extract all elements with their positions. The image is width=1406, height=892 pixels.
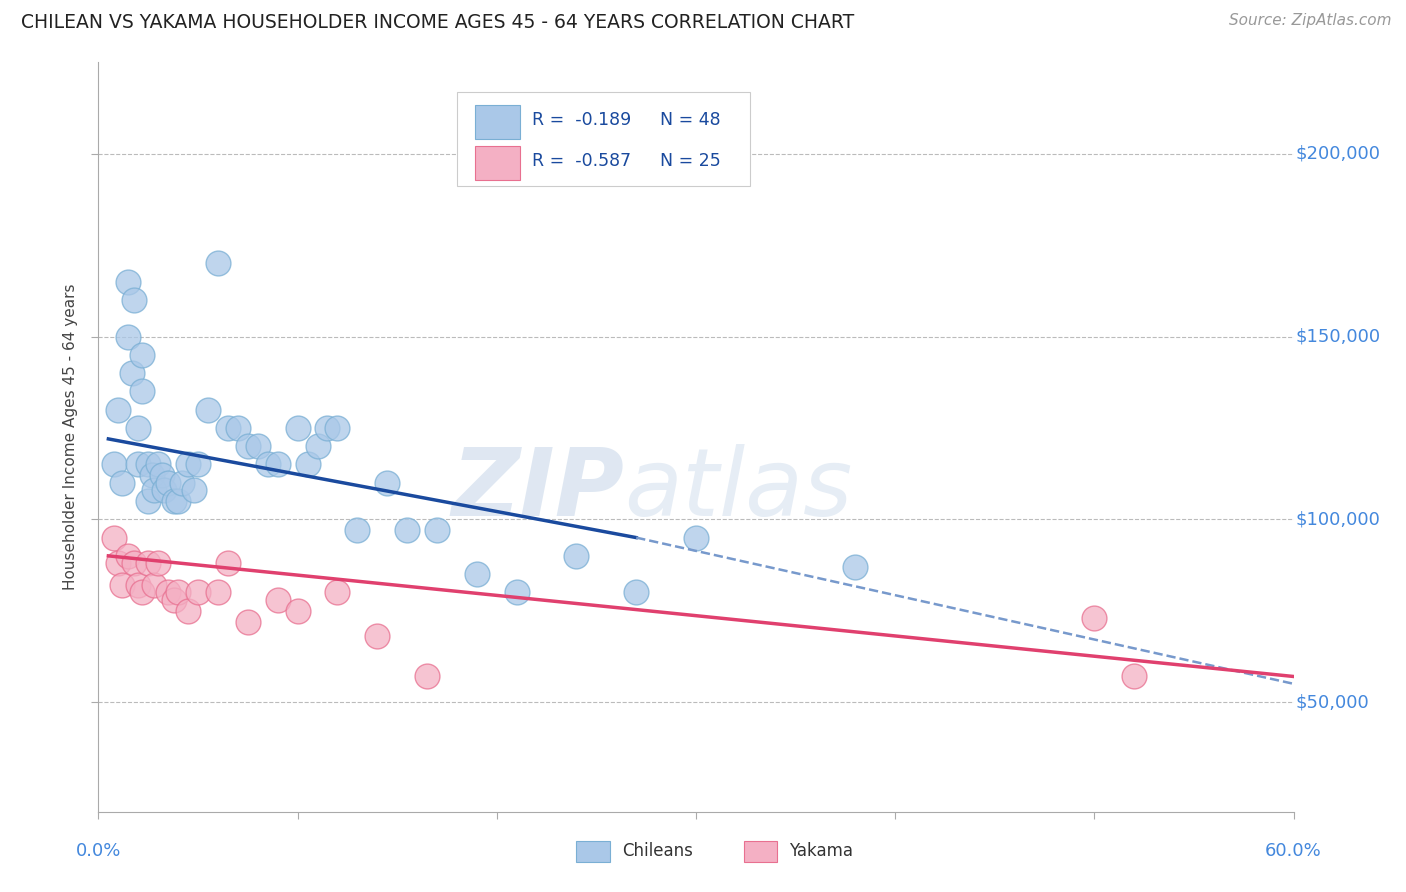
Point <box>426 523 449 537</box>
Point <box>111 475 134 490</box>
Point <box>163 592 186 607</box>
Point <box>177 458 200 472</box>
Point <box>136 556 159 570</box>
Point <box>163 494 186 508</box>
Text: $150,000: $150,000 <box>1296 327 1381 345</box>
Point <box>103 458 125 472</box>
Text: Yakama: Yakama <box>789 842 853 861</box>
Bar <box>576 841 610 862</box>
Point <box>177 604 200 618</box>
Point <box>143 578 166 592</box>
Point <box>217 556 239 570</box>
Point <box>307 439 329 453</box>
Point <box>148 458 170 472</box>
Point <box>167 585 190 599</box>
Point <box>141 468 163 483</box>
FancyBboxPatch shape <box>457 93 749 186</box>
Text: Source: ZipAtlas.com: Source: ZipAtlas.com <box>1229 13 1392 29</box>
Point <box>346 523 368 537</box>
Y-axis label: Householder Income Ages 45 - 64 years: Householder Income Ages 45 - 64 years <box>63 284 79 591</box>
Point <box>297 458 319 472</box>
Point <box>124 556 146 570</box>
Text: R =  -0.587: R = -0.587 <box>533 152 631 169</box>
Text: 0.0%: 0.0% <box>76 842 121 860</box>
Text: R =  -0.189: R = -0.189 <box>533 112 631 129</box>
Point <box>626 585 648 599</box>
Point <box>267 592 290 607</box>
Point <box>207 256 229 270</box>
Point <box>226 421 249 435</box>
Point <box>506 585 529 599</box>
Point <box>236 439 259 453</box>
Point <box>121 366 143 380</box>
Point <box>1083 611 1105 625</box>
Point <box>157 585 180 599</box>
Point <box>267 458 290 472</box>
Point <box>150 468 173 483</box>
Point <box>148 556 170 570</box>
Point <box>685 531 707 545</box>
Point <box>375 475 398 490</box>
Point <box>287 421 309 435</box>
Point <box>366 629 388 643</box>
Bar <box>744 841 778 862</box>
Point <box>287 604 309 618</box>
Point <box>153 483 176 497</box>
Point <box>107 556 129 570</box>
Point <box>131 348 153 362</box>
Point <box>326 421 349 435</box>
Point <box>143 483 166 497</box>
Point <box>124 293 146 307</box>
Point <box>256 458 278 472</box>
Point <box>465 567 488 582</box>
Point <box>103 531 125 545</box>
Bar <box>475 145 520 179</box>
Point <box>217 421 239 435</box>
Point <box>565 549 588 563</box>
Point <box>127 421 149 435</box>
Text: atlas: atlas <box>624 444 852 535</box>
Point <box>107 402 129 417</box>
Text: Chileans: Chileans <box>621 842 693 861</box>
Point <box>117 549 139 563</box>
Text: $100,000: $100,000 <box>1296 510 1381 528</box>
Point <box>131 585 153 599</box>
Point <box>396 523 419 537</box>
Point <box>326 585 349 599</box>
Point <box>127 578 149 592</box>
Text: 60.0%: 60.0% <box>1265 842 1322 860</box>
Point <box>844 559 866 574</box>
Point <box>316 421 339 435</box>
Text: $50,000: $50,000 <box>1296 693 1369 711</box>
Point <box>157 475 180 490</box>
Point <box>111 578 134 592</box>
Point <box>127 458 149 472</box>
Text: N = 25: N = 25 <box>661 152 721 169</box>
Point <box>1123 669 1146 683</box>
Point <box>416 669 439 683</box>
Text: ZIP: ZIP <box>451 443 624 535</box>
Point <box>187 585 209 599</box>
Point <box>246 439 269 453</box>
Point <box>167 494 190 508</box>
Point <box>131 384 153 399</box>
Text: CHILEAN VS YAKAMA HOUSEHOLDER INCOME AGES 45 - 64 YEARS CORRELATION CHART: CHILEAN VS YAKAMA HOUSEHOLDER INCOME AGE… <box>21 13 855 32</box>
Point <box>136 494 159 508</box>
Point <box>172 475 194 490</box>
Point <box>207 585 229 599</box>
Bar <box>475 105 520 139</box>
Point <box>197 402 219 417</box>
Point <box>236 615 259 629</box>
Point <box>183 483 205 497</box>
Text: N = 48: N = 48 <box>661 112 721 129</box>
Point <box>117 329 139 343</box>
Point <box>136 458 159 472</box>
Text: $200,000: $200,000 <box>1296 145 1381 163</box>
Point <box>187 458 209 472</box>
Point <box>117 275 139 289</box>
